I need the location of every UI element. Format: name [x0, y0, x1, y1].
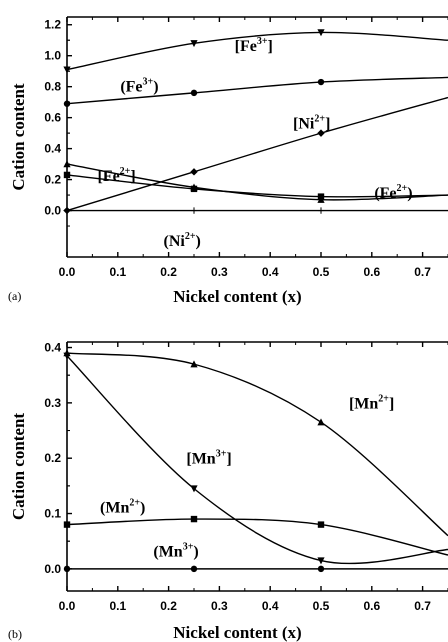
series-5 [63, 207, 448, 214]
series-3 [63, 565, 448, 573]
series-label: (Fe3+) [120, 76, 158, 95]
chart-panel-a: 0.0 0.1 0.2 0.3 0.4 0.5 0.6 0.7 0.0 0.2 0.4 0.6 0.8 1… [8, 16, 448, 306]
x-axis-title: Nickel content (x) [173, 287, 301, 306]
data-point [190, 485, 198, 493]
series-1 [63, 76, 448, 107]
y-tick-label: 0.0 [44, 562, 61, 576]
y-tick-label: 0.2 [44, 173, 61, 187]
x-tick-label: 0.0 [59, 265, 76, 279]
data-point [190, 360, 198, 368]
data-point [190, 89, 198, 97]
series-label: [Fe2+] [97, 166, 135, 185]
series-label: [Mn3+] [186, 449, 231, 468]
x-tick-label: 0.1 [109, 265, 126, 279]
data-point [317, 29, 325, 37]
data-point [317, 78, 325, 86]
y-tick-label: 0.0 [44, 204, 61, 218]
data-point [63, 565, 71, 573]
data-point [190, 185, 198, 193]
series-line [66, 31, 448, 71]
panel-label: (b) [8, 627, 22, 641]
series-label: (Fe2+) [374, 183, 412, 202]
data-point [63, 207, 71, 214]
series-line [66, 174, 448, 198]
data-point [317, 207, 325, 214]
series-line [66, 76, 448, 105]
data-point [63, 66, 71, 74]
series-label: (Mn3+) [153, 542, 198, 561]
x-tick-label: 0.4 [262, 265, 279, 279]
x-tick-label: 0.6 [363, 599, 380, 613]
x-tick-label: 0.6 [363, 265, 380, 279]
x-tick-label: 0.3 [211, 599, 228, 613]
data-point [190, 515, 198, 523]
data-point [63, 171, 71, 179]
data-point [190, 40, 198, 48]
y-tick-label: 1.2 [44, 18, 61, 32]
data-point [317, 418, 325, 426]
data-point [63, 521, 71, 528]
data-point [63, 352, 71, 360]
data-point [317, 565, 325, 573]
x-tick-label: 0.1 [109, 599, 126, 613]
series-2 [63, 515, 448, 556]
x-tick-label: 0.3 [211, 265, 228, 279]
series-label: [Fe3+] [235, 36, 273, 55]
x-tick-label: 0.5 [313, 599, 330, 613]
data-point [317, 193, 325, 200]
data-point [190, 207, 198, 214]
data-point [63, 160, 71, 168]
x-tick-label: 0.7 [414, 265, 431, 279]
panel-label: (a) [8, 289, 21, 303]
series-4 [63, 171, 448, 200]
x-tick-label: 0.7 [414, 599, 431, 613]
series-label: [Mn2+] [349, 393, 394, 412]
series-0 [63, 29, 448, 74]
data-point [190, 565, 198, 573]
x-axis-title: Nickel content (x) [173, 623, 301, 642]
data-point [317, 521, 325, 528]
y-axis-title: Cation content [9, 83, 28, 191]
y-tick-label: 1.0 [44, 49, 61, 63]
series-label: (Mn2+) [100, 497, 145, 516]
y-axis-title: Cation content [9, 413, 28, 521]
x-tick-label: 0.0 [59, 599, 76, 613]
x-tick-label: 0.5 [313, 265, 330, 279]
y-tick-label: 0.4 [44, 341, 61, 355]
series-label: [Ni2+] [293, 113, 330, 132]
x-tick-label: 0.4 [262, 599, 279, 613]
series-line [66, 355, 448, 565]
y-tick-label: 0.8 [44, 80, 61, 94]
y-tick-label: 0.4 [44, 142, 61, 156]
x-tick-label: 0.2 [160, 599, 177, 613]
y-tick-label: 0.6 [44, 111, 61, 125]
series-line [66, 163, 448, 201]
series-1 [63, 352, 448, 565]
series-line [66, 518, 448, 556]
y-tick-label: 0.3 [44, 396, 61, 410]
series-line [66, 96, 448, 212]
series-line [66, 352, 448, 537]
y-tick-label: 0.2 [44, 451, 61, 465]
x-tick-label: 0.2 [160, 265, 177, 279]
data-point [63, 100, 71, 107]
y-tick-label: 0.1 [44, 507, 61, 521]
data-point [190, 168, 198, 176]
chart-panel-b: 0.0 0.1 0.2 0.3 0.4 0.5 0.6 0.7 0.0 0.1 0.2 0.3 0.4 N… [8, 341, 448, 642]
data-point [317, 129, 325, 137]
series-label: (Ni2+) [164, 231, 201, 250]
data-point [317, 557, 325, 565]
